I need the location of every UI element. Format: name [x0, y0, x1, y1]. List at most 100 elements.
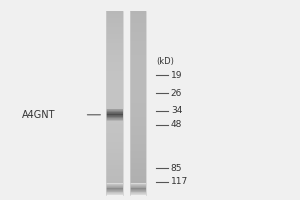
Bar	[130, 140, 146, 142]
Bar	[106, 158, 122, 160]
Bar	[130, 55, 146, 57]
Bar	[106, 185, 122, 188]
Bar	[130, 163, 146, 165]
Bar	[106, 30, 122, 32]
Bar	[130, 57, 146, 59]
Bar	[130, 169, 146, 172]
Bar	[106, 126, 122, 128]
Bar	[106, 183, 122, 185]
Bar	[130, 160, 146, 163]
Bar	[106, 89, 122, 91]
Bar	[130, 43, 146, 46]
Bar	[106, 174, 122, 176]
Bar	[106, 153, 122, 156]
Bar	[130, 189, 146, 190]
Bar	[106, 135, 122, 137]
Bar	[130, 78, 146, 80]
Bar	[130, 108, 146, 110]
Bar	[106, 167, 122, 169]
Bar	[130, 149, 146, 151]
Bar	[130, 188, 146, 190]
Bar	[106, 69, 122, 71]
Bar	[130, 110, 146, 112]
Bar	[106, 165, 122, 167]
Bar	[106, 120, 122, 121]
Bar	[130, 53, 146, 55]
Bar	[106, 108, 122, 110]
Bar	[106, 190, 122, 191]
Bar	[106, 20, 122, 23]
Bar	[130, 151, 146, 153]
Bar	[106, 80, 122, 82]
Bar	[106, 75, 122, 78]
Bar	[130, 187, 146, 188]
Bar	[106, 187, 122, 188]
Bar	[130, 153, 146, 156]
Bar	[130, 14, 146, 16]
Bar	[130, 96, 146, 98]
Bar	[130, 191, 146, 192]
Bar	[106, 39, 122, 41]
Bar	[106, 119, 122, 121]
Bar	[130, 121, 146, 124]
Bar	[130, 89, 146, 91]
Bar	[106, 110, 122, 112]
Bar	[106, 25, 122, 27]
Bar	[130, 183, 146, 185]
Bar	[106, 118, 122, 119]
Bar	[130, 20, 146, 23]
Bar	[130, 172, 146, 174]
Bar	[106, 82, 122, 85]
Bar	[106, 133, 122, 135]
Bar	[130, 73, 146, 75]
Bar	[130, 130, 146, 133]
Bar	[106, 50, 122, 53]
Bar	[130, 101, 146, 103]
Bar	[130, 69, 146, 71]
Bar	[106, 121, 122, 124]
Bar	[106, 105, 122, 108]
Bar	[130, 193, 146, 194]
Bar	[106, 109, 122, 110]
Bar	[130, 11, 146, 14]
Bar	[106, 111, 122, 112]
Bar	[130, 39, 146, 41]
Bar	[106, 64, 122, 66]
Text: (kD): (kD)	[156, 57, 174, 66]
Bar	[106, 176, 122, 179]
Bar	[130, 135, 146, 137]
Bar	[130, 181, 146, 183]
Bar	[106, 181, 122, 183]
Bar	[106, 48, 122, 50]
Bar	[130, 194, 146, 195]
Bar	[130, 184, 146, 185]
Bar	[130, 142, 146, 144]
Bar	[130, 179, 146, 181]
Bar	[106, 41, 122, 43]
Bar	[106, 18, 122, 20]
Bar	[106, 190, 122, 192]
Bar	[106, 188, 122, 189]
Bar	[106, 112, 122, 114]
Bar	[106, 114, 122, 115]
Text: 85: 85	[171, 164, 182, 173]
Bar	[106, 169, 122, 172]
Bar	[130, 85, 146, 87]
Bar	[130, 71, 146, 73]
Text: A4GNT: A4GNT	[22, 110, 56, 120]
Bar	[130, 48, 146, 50]
Bar	[130, 75, 146, 78]
Bar	[106, 117, 122, 118]
Bar	[130, 36, 146, 39]
Bar	[130, 192, 146, 193]
Bar	[106, 137, 122, 140]
Bar	[106, 55, 122, 57]
Bar	[106, 192, 122, 193]
Bar	[106, 130, 122, 133]
Bar	[106, 57, 122, 59]
Bar	[130, 185, 146, 188]
Bar	[106, 36, 122, 39]
Bar	[106, 194, 122, 195]
Bar	[106, 32, 122, 34]
Bar	[106, 62, 122, 64]
